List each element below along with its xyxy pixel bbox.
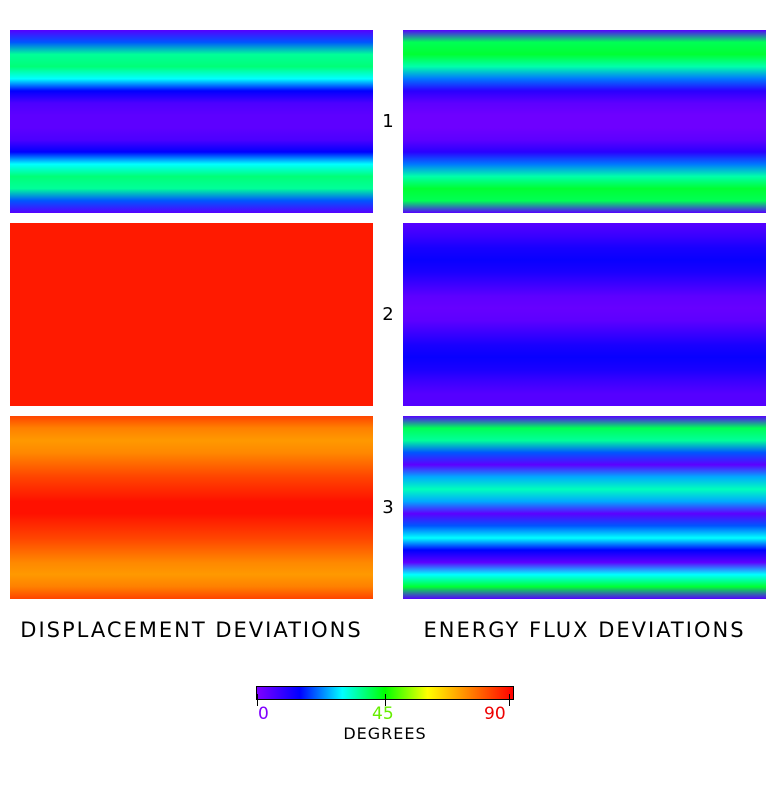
colorbar-tick-45	[385, 694, 386, 706]
colorbar-title: DEGREES	[343, 724, 427, 743]
colorbar-label-90: 90	[484, 704, 506, 724]
panel-r2-energy-flux	[403, 223, 766, 406]
colorbar	[256, 686, 514, 706]
colorbar-label-45: 45	[372, 704, 394, 724]
panel-r3-displacement	[10, 416, 373, 599]
row-label-1: 1	[382, 111, 394, 132]
row-label-2: 2	[382, 304, 394, 325]
panel-r1-energy-flux	[403, 30, 766, 213]
panel-r1-displacement	[10, 30, 373, 213]
panel-r3-energy-flux	[403, 416, 766, 599]
panel-r2-displacement	[10, 223, 373, 406]
column-title-displacement: DISPLACEMENT DEVIATIONS	[20, 618, 363, 642]
colorbar-tick-0	[257, 694, 258, 706]
row-label-3: 3	[382, 497, 394, 518]
column-title-energy-flux: ENERGY FLUX DEVIATIONS	[423, 618, 746, 642]
colorbar-label-0: 0	[258, 704, 269, 724]
colorbar-tick-90	[509, 694, 510, 706]
